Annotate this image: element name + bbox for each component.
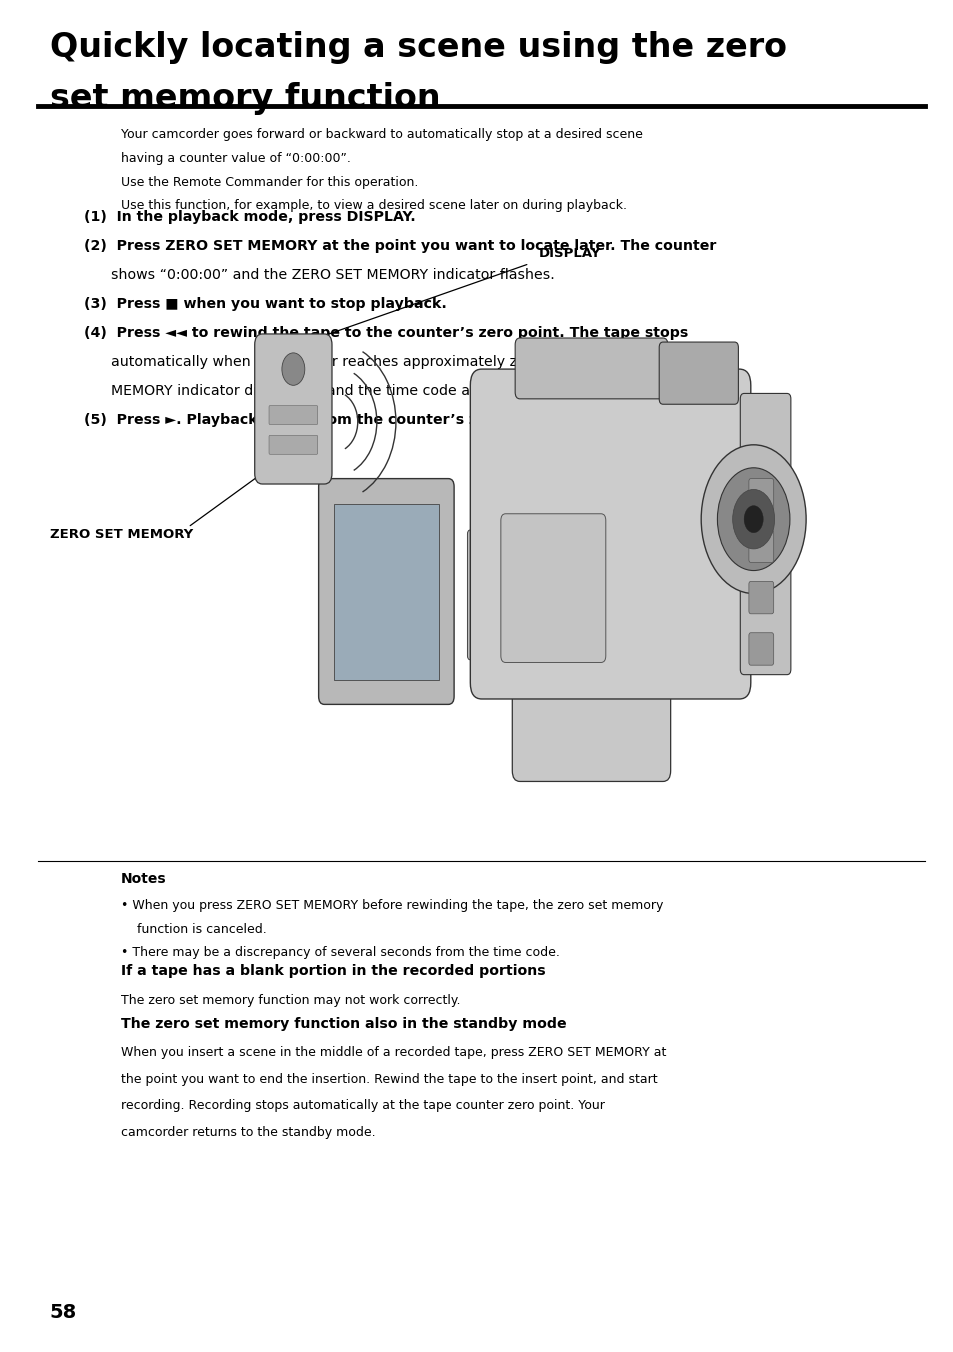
FancyBboxPatch shape — [748, 633, 773, 665]
Text: ZERO SET MEMORY: ZERO SET MEMORY — [50, 527, 193, 541]
Text: camcorder returns to the standby mode.: camcorder returns to the standby mode. — [121, 1125, 375, 1138]
Text: (5)  Press ►. Playback starts from the counter’s zero point.: (5) Press ►. Playback starts from the co… — [84, 414, 555, 427]
Text: If a tape has a blank portion in the recorded portions: If a tape has a blank portion in the rec… — [121, 964, 545, 977]
Text: the point you want to end the insertion. Rewind the tape to the insert point, an: the point you want to end the insertion.… — [121, 1073, 658, 1086]
Text: 58: 58 — [50, 1303, 77, 1322]
Text: • When you press ZERO SET MEMORY before rewinding the tape, the zero set memory: • When you press ZERO SET MEMORY before … — [121, 899, 663, 913]
FancyBboxPatch shape — [740, 393, 790, 675]
Text: (3)  Press ■ when you want to stop playback.: (3) Press ■ when you want to stop playba… — [84, 297, 446, 311]
Text: (1)  In the playback mode, press DISPLAY.: (1) In the playback mode, press DISPLAY. — [84, 210, 416, 223]
Text: (2)  Press ZERO SET MEMORY at the point you want to locate later. The counter: (2) Press ZERO SET MEMORY at the point y… — [84, 238, 716, 253]
Text: automatically when the counter reaches approximately zero. The ZERO SET: automatically when the counter reaches a… — [84, 354, 649, 369]
FancyBboxPatch shape — [500, 514, 605, 662]
FancyBboxPatch shape — [269, 406, 317, 425]
Text: having a counter value of “0:00:00”.: having a counter value of “0:00:00”. — [121, 151, 351, 165]
Text: Your camcorder goes forward or backward to automatically stop at a desired scene: Your camcorder goes forward or backward … — [121, 128, 642, 142]
FancyBboxPatch shape — [334, 504, 438, 680]
FancyBboxPatch shape — [254, 334, 332, 484]
Text: Notes: Notes — [121, 872, 167, 886]
Circle shape — [743, 506, 762, 533]
FancyBboxPatch shape — [318, 479, 454, 704]
Text: The zero set memory function may not work correctly.: The zero set memory function may not wor… — [121, 994, 460, 1007]
FancyBboxPatch shape — [748, 581, 773, 614]
Text: (4)  Press ◄◄ to rewind the tape to the counter’s zero point. The tape stops: (4) Press ◄◄ to rewind the tape to the c… — [84, 326, 687, 339]
Text: function is canceled.: function is canceled. — [121, 923, 267, 936]
Circle shape — [717, 468, 789, 571]
FancyBboxPatch shape — [467, 530, 497, 660]
FancyBboxPatch shape — [269, 435, 317, 454]
Text: Quickly locating a scene using the zero: Quickly locating a scene using the zero — [50, 31, 786, 64]
Circle shape — [732, 489, 774, 549]
Text: shows “0:00:00” and the ZERO SET MEMORY indicator flashes.: shows “0:00:00” and the ZERO SET MEMORY … — [84, 268, 554, 281]
FancyBboxPatch shape — [515, 338, 667, 399]
Text: MEMORY indicator disappears and the time code appears.: MEMORY indicator disappears and the time… — [84, 384, 523, 397]
FancyBboxPatch shape — [470, 369, 750, 699]
FancyBboxPatch shape — [748, 530, 773, 562]
Text: DISPLAY: DISPLAY — [538, 246, 600, 260]
Circle shape — [700, 445, 805, 594]
Text: Use this function, for example, to view a desired scene later on during playback: Use this function, for example, to view … — [121, 199, 626, 212]
FancyBboxPatch shape — [748, 479, 773, 511]
Text: When you insert a scene in the middle of a recorded tape, press ZERO SET MEMORY : When you insert a scene in the middle of… — [121, 1046, 666, 1060]
Text: Use the Remote Commander for this operation.: Use the Remote Commander for this operat… — [121, 176, 418, 189]
FancyBboxPatch shape — [512, 665, 670, 781]
Text: The zero set memory function also in the standby mode: The zero set memory function also in the… — [121, 1017, 566, 1030]
Circle shape — [282, 353, 304, 385]
Text: set memory function: set memory function — [50, 82, 439, 115]
Text: • There may be a discrepancy of several seconds from the time code.: • There may be a discrepancy of several … — [121, 946, 559, 960]
FancyBboxPatch shape — [659, 342, 738, 404]
Text: recording. Recording stops automatically at the tape counter zero point. Your: recording. Recording stops automatically… — [121, 1099, 604, 1113]
